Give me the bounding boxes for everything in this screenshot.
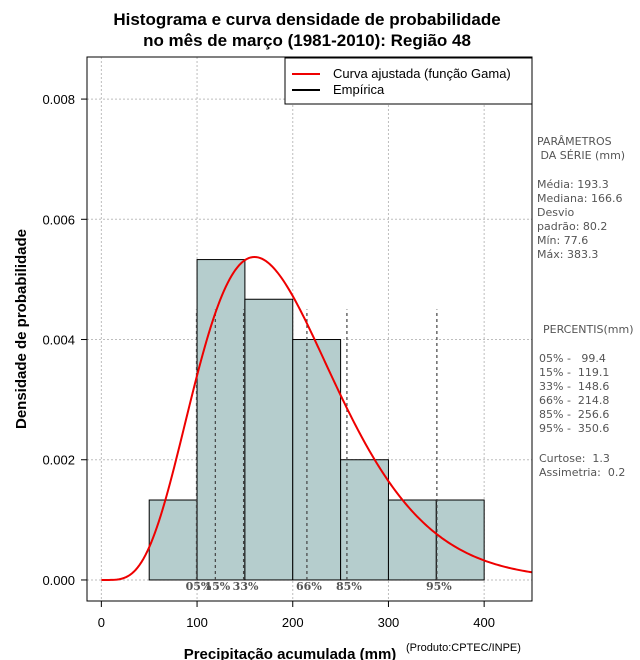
- histogram-bar-1: [196, 259, 246, 581]
- y-axis: 0.000 0.002 0.004 0.006 0.008: [42, 92, 87, 588]
- percentile-markers: 05%15% 33% 66% 85% 95%: [186, 309, 452, 593]
- percentil-66: 66% - 214.8: [539, 394, 609, 407]
- histogram-bar-5: [387, 499, 437, 581]
- params-heading-line-1: PARÂMETROS: [537, 135, 612, 148]
- y-axis-label: Densidade de probabilidade: [13, 229, 30, 429]
- chart-title-line-1: Histograma e curva densidade de probabil…: [113, 10, 500, 29]
- percentile-label-2: 33%: [233, 580, 259, 593]
- stat-skewness: Assimetria: 0.2: [539, 466, 625, 479]
- histogram-bars: [148, 259, 485, 581]
- histogram-bar-2: [244, 298, 294, 581]
- x-tick-label-1: 100: [186, 615, 208, 630]
- x-tick-label-3: 300: [378, 615, 400, 630]
- percentil-85: 85% - 256.6: [539, 408, 609, 421]
- percentile-label-3: 66%: [296, 580, 322, 593]
- y-tick-label-0: 0.000: [42, 573, 75, 588]
- legend-curve-label: Curva ajustada (função Gama): [333, 66, 511, 81]
- histogram-bar-4: [340, 459, 389, 581]
- y-tick-label-1: 0.002: [42, 453, 75, 468]
- stat-kurtosis: Curtose: 1.3: [539, 452, 610, 465]
- percentil-05: 05% - 99.4: [539, 352, 606, 365]
- histogram-bar-3: [292, 339, 342, 581]
- percentile-label-5: 95%: [426, 580, 452, 593]
- plot-frame: [86, 56, 533, 602]
- percentis-heading: PERCENTIS(mm): [543, 323, 634, 336]
- percentil-95: 95% - 350.6: [539, 422, 609, 435]
- fitted-curve-layer: [101, 255, 533, 581]
- x-axis-label: Precipitação acumulada (mm): [184, 646, 397, 660]
- histogram-bar-0: [148, 499, 198, 581]
- y-tick-label-3: 0.006: [42, 212, 75, 227]
- legend-empirical-label: Empírica: [333, 82, 385, 97]
- percentile-label-0: 05%: [186, 580, 212, 593]
- params-heading-line-2: DA SÉRIE (mm): [537, 149, 625, 162]
- x-axis: 0 100 200 300 400: [98, 601, 495, 630]
- y-tick-label-2: 0.004: [42, 333, 75, 348]
- chart-title-line-2: no mês de março (1981-2010): Região 48: [143, 31, 471, 50]
- stat-min: Mín: 77.6: [537, 234, 588, 247]
- x-tick-label-4: 400: [473, 615, 495, 630]
- product-credit: (Produto:CPTEC/INPE): [406, 642, 521, 654]
- stat-median: Mediana: 166.6: [537, 192, 622, 205]
- stat-deviation-label: Desvio: [537, 206, 575, 219]
- stats-panel: PARÂMETROS DA SÉRIE (mm) Média: 193.3 Me…: [537, 135, 634, 479]
- x-tick-label-2: 200: [282, 615, 304, 630]
- percentil-33: 33% - 148.6: [539, 380, 609, 393]
- stat-mean: Média: 193.3: [537, 178, 609, 191]
- percentile-label-4: 85%: [336, 580, 362, 593]
- percentile-label-1: 15%: [204, 580, 230, 593]
- fitted-gamma-curve: [101, 255, 533, 581]
- percentil-15: 15% - 119.1: [539, 366, 609, 379]
- legend-box: [284, 57, 533, 105]
- legend: Curva ajustada (função Gama) Empírica: [284, 57, 533, 105]
- y-tick-label-4: 0.008: [42, 92, 75, 107]
- stat-max: Máx: 383.3: [537, 248, 598, 261]
- stat-std-dev: padrão: 80.2: [537, 220, 607, 233]
- x-tick-label-0: 0: [98, 615, 105, 630]
